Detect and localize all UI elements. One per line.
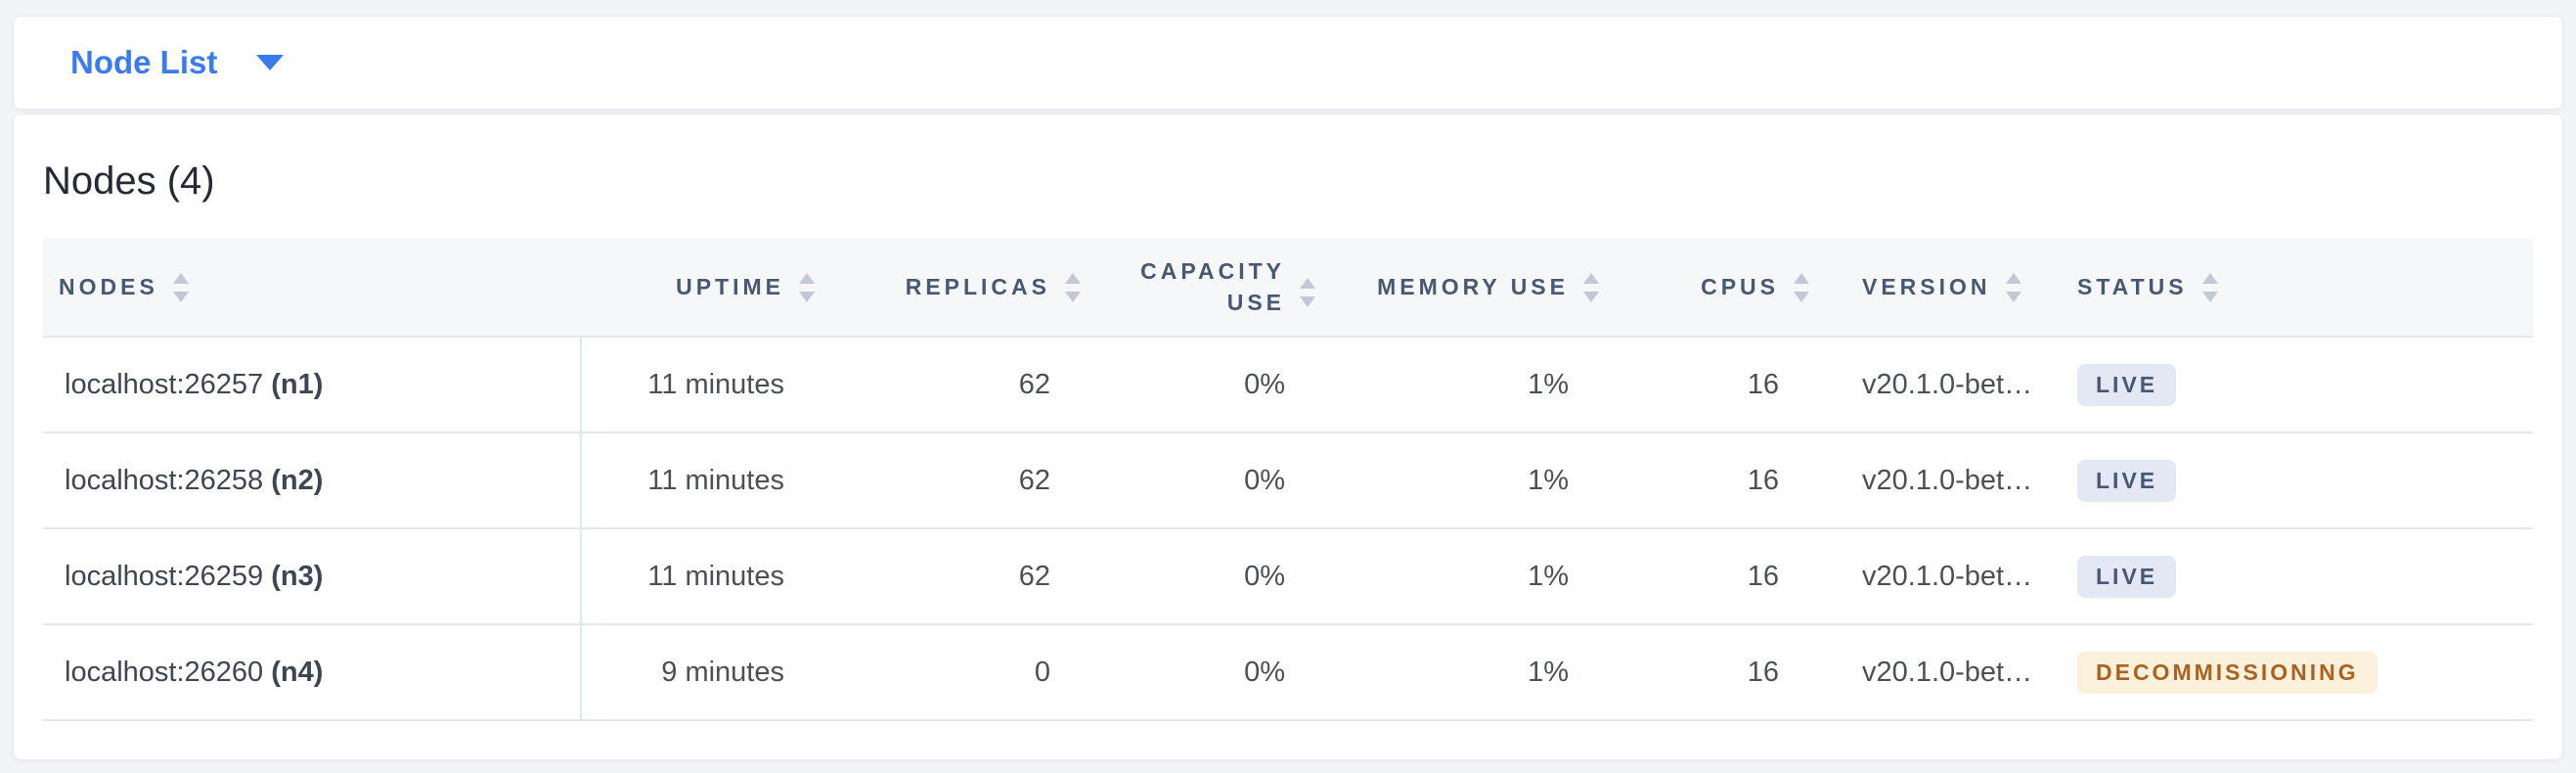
status-cell: LIVE <box>2048 337 2533 433</box>
replicas-cell: 62 <box>823 528 1089 625</box>
column-header-capacity-use[interactable]: CAPACITY USE <box>1089 239 1324 338</box>
table-row[interactable]: localhost:26260 (n4) 9 minutes 0 0% 1% 1… <box>43 624 2533 721</box>
sort-arrows-icon[interactable] <box>1791 271 1812 304</box>
column-header-status[interactable]: STATUS <box>2048 239 2533 338</box>
nodes-card: Nodes (4) NODES UPTIME <box>13 114 2563 760</box>
column-label: CAPACITY USE <box>1140 258 1285 315</box>
replicas-cell: 62 <box>823 337 1089 433</box>
node-id: (n1) <box>271 368 324 400</box>
status-cell: DECOMMISSIONING <box>2048 624 2533 721</box>
table-row[interactable]: localhost:26258 (n2) 11 minutes 62 0% 1%… <box>43 432 2533 529</box>
table-row[interactable]: localhost:26257 (n1) 11 minutes 62 0% 1%… <box>43 337 2533 433</box>
uptime-cell: 11 minutes <box>581 432 823 529</box>
uptime-cell: 9 minutes <box>581 624 823 721</box>
capacity-use-cell: 0% <box>1089 624 1324 721</box>
memory-use-cell: 1% <box>1324 528 1608 625</box>
node-address-link[interactable]: localhost:26257 <box>65 368 264 400</box>
node-address-link[interactable]: localhost:26258 <box>65 464 264 496</box>
status-badge: DECOMMISSIONING <box>2077 651 2377 694</box>
node-list-dropdown-label: Node List <box>70 44 218 80</box>
chevron-down-icon <box>256 55 285 70</box>
cpus-cell: 16 <box>1608 337 1818 433</box>
sort-arrows-icon[interactable] <box>1580 271 1602 304</box>
status-cell: LIVE <box>2048 432 2533 529</box>
node-address-link[interactable]: localhost:26260 <box>65 656 264 688</box>
sort-arrows-icon[interactable] <box>796 271 818 304</box>
column-label: STATUS <box>2077 274 2188 299</box>
capacity-use-cell: 0% <box>1089 337 1324 433</box>
column-label: VERSION <box>1862 274 1991 299</box>
status-badge: LIVE <box>2077 555 2177 598</box>
capacity-use-cell: 0% <box>1089 432 1324 529</box>
sort-arrows-icon[interactable] <box>2199 271 2221 304</box>
version-cell: v20.1.0-bet… <box>1818 528 2048 625</box>
nodes-table: NODES UPTIME REPLICAS <box>43 239 2533 721</box>
sort-arrows-icon[interactable] <box>2003 271 2024 304</box>
column-header-cpus[interactable]: CPUS <box>1608 239 1818 338</box>
column-label: NODES <box>59 274 158 299</box>
uptime-cell: 11 minutes <box>581 528 823 625</box>
status-badge: LIVE <box>2077 363 2177 406</box>
memory-use-cell: 1% <box>1324 337 1608 433</box>
cpus-cell: 16 <box>1608 432 1818 529</box>
memory-use-cell: 1% <box>1324 432 1608 529</box>
status-cell: LIVE <box>2048 528 2533 625</box>
column-header-nodes[interactable]: NODES <box>43 239 581 338</box>
capacity-use-cell: 0% <box>1089 528 1324 625</box>
cpus-cell: 16 <box>1608 528 1818 625</box>
version-cell: v20.1.0-bet… <box>1818 337 2048 433</box>
column-label: MEMORY USE <box>1377 274 1569 299</box>
page-header-bar: Node List <box>13 16 2563 110</box>
replicas-cell: 0 <box>823 624 1089 721</box>
sort-arrows-icon[interactable] <box>1062 271 1084 304</box>
version-cell: v20.1.0-bet… <box>1818 624 2048 721</box>
node-id: (n4) <box>271 656 324 688</box>
column-header-uptime[interactable]: UPTIME <box>581 239 823 338</box>
node-list-dropdown[interactable]: Node List <box>70 44 285 81</box>
column-header-version[interactable]: VERSION <box>1818 239 2048 338</box>
column-label: UPTIME <box>676 274 784 299</box>
column-header-replicas[interactable]: REPLICAS <box>823 239 1089 338</box>
column-header-memory-use[interactable]: MEMORY USE <box>1324 239 1608 338</box>
node-id: (n3) <box>271 560 324 592</box>
replicas-cell: 62 <box>823 432 1089 529</box>
version-cell: v20.1.0-bet… <box>1818 432 2048 529</box>
node-id: (n2) <box>271 464 324 496</box>
table-row[interactable]: localhost:26259 (n3) 11 minutes 62 0% 1%… <box>43 528 2533 625</box>
cpus-cell: 16 <box>1608 624 1818 721</box>
table-header-row: NODES UPTIME REPLICAS <box>43 239 2533 338</box>
status-badge: LIVE <box>2077 459 2177 502</box>
page-title: Nodes (4) <box>43 159 215 203</box>
sort-arrows-icon[interactable] <box>1297 276 1318 309</box>
column-label: CPUS <box>1701 274 1779 299</box>
sort-arrows-icon[interactable] <box>170 271 192 304</box>
uptime-cell: 11 minutes <box>581 337 823 433</box>
node-address-link[interactable]: localhost:26259 <box>65 560 264 592</box>
column-label: REPLICAS <box>905 274 1050 299</box>
memory-use-cell: 1% <box>1324 624 1608 721</box>
